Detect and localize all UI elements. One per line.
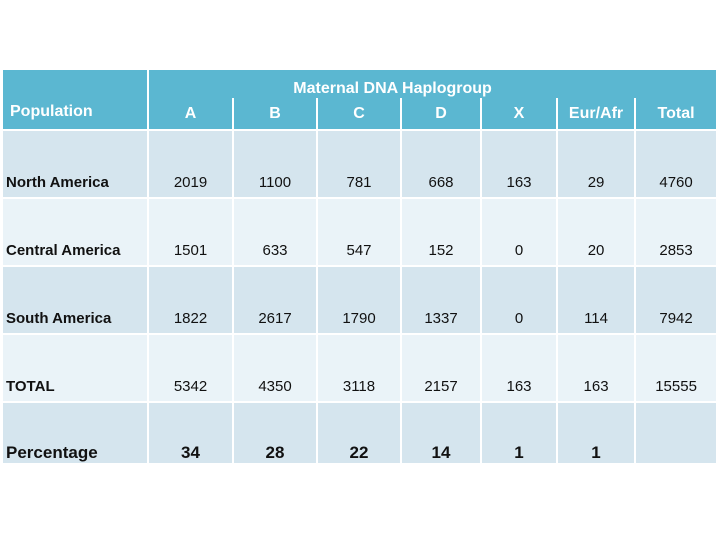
row-label: North America	[3, 129, 149, 197]
cell-x: 0	[482, 197, 558, 265]
cell-a: 1501	[149, 197, 234, 265]
row-label: TOTAL	[3, 333, 149, 401]
header-x: X	[482, 98, 558, 129]
header-population: Population	[3, 70, 149, 129]
cell-a: 5342	[149, 333, 234, 401]
header-b: B	[234, 98, 318, 129]
table-row-total: TOTAL 5342 4350 3118 2157 163 163 15555	[3, 333, 717, 401]
cell-b: 633	[234, 197, 318, 265]
cell-c: 22	[318, 401, 402, 463]
header-d: D	[402, 98, 482, 129]
cell-c: 547	[318, 197, 402, 265]
table-row-percentage: Percentage 34 28 22 14 1 1	[3, 401, 717, 463]
cell-total	[636, 401, 717, 463]
cell-a: 1822	[149, 265, 234, 333]
table-row-north-america: North America 2019 1100 781 668 163 29 4…	[3, 129, 717, 197]
cell-d: 1337	[402, 265, 482, 333]
header-eur-afr: Eur/Afr	[558, 98, 637, 129]
cell-c: 3118	[318, 333, 402, 401]
cell-d: 152	[402, 197, 482, 265]
cell-x: 163	[482, 129, 558, 197]
cell-b: 2617	[234, 265, 318, 333]
header-spacer	[636, 70, 717, 98]
header-group-title: Maternal DNA Haplogroup	[149, 70, 637, 98]
header-total: Total	[636, 98, 717, 129]
cell-b: 4350	[234, 333, 318, 401]
cell-total: 2853	[636, 197, 717, 265]
haplogroup-table: Population Maternal DNA Haplogroup A B C…	[3, 70, 717, 463]
cell-d: 668	[402, 129, 482, 197]
table-row-south-america: South America 1822 2617 1790 1337 0 114 …	[3, 265, 717, 333]
cell-total: 4760	[636, 129, 717, 197]
cell-a: 34	[149, 401, 234, 463]
table-row-central-america: Central America 1501 633 547 152 0 20 28…	[3, 197, 717, 265]
row-label: South America	[3, 265, 149, 333]
cell-b: 1100	[234, 129, 318, 197]
cell-c: 1790	[318, 265, 402, 333]
cell-total: 7942	[636, 265, 717, 333]
cell-eur-afr: 29	[558, 129, 637, 197]
cell-total: 15555	[636, 333, 717, 401]
header-a: A	[149, 98, 234, 129]
cell-d: 2157	[402, 333, 482, 401]
cell-c: 781	[318, 129, 402, 197]
cell-b: 28	[234, 401, 318, 463]
row-label: Percentage	[3, 401, 149, 463]
row-label: Central America	[3, 197, 149, 265]
cell-x: 0	[482, 265, 558, 333]
cell-eur-afr: 114	[558, 265, 637, 333]
cell-eur-afr: 20	[558, 197, 637, 265]
cell-x: 1	[482, 401, 558, 463]
header-c: C	[318, 98, 402, 129]
cell-a: 2019	[149, 129, 234, 197]
cell-d: 14	[402, 401, 482, 463]
cell-eur-afr: 163	[558, 333, 637, 401]
cell-eur-afr: 1	[558, 401, 637, 463]
cell-x: 163	[482, 333, 558, 401]
